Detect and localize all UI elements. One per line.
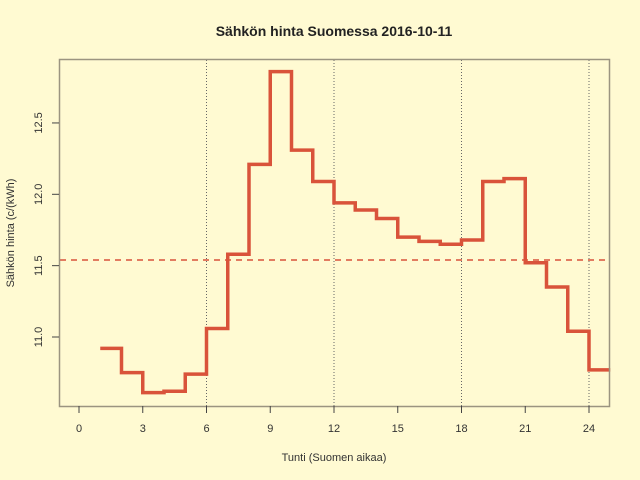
y-tick-label: 11.5 <box>33 255 45 276</box>
x-tick-label: 15 <box>392 423 404 435</box>
x-tick-label: 18 <box>455 423 467 435</box>
y-axis-label: Sähkön hinta (c/(kWh) <box>5 179 17 288</box>
x-tick-label: 12 <box>328 423 340 435</box>
x-tick-label: 0 <box>76 423 82 435</box>
price-path <box>100 69 611 395</box>
y-axis: 11.0 11.5 12.0 12.5 <box>33 112 59 347</box>
x-tick-label: 24 <box>583 423 595 435</box>
chart-title: Sähkön hinta Suomessa 2016-10-11 <box>216 23 453 39</box>
x-tick-label: 6 <box>203 423 209 435</box>
price-step-line <box>100 69 611 395</box>
y-tick-label: 12.0 <box>33 184 45 205</box>
x-tick-label: 9 <box>267 423 273 435</box>
y-tick-label: 12.5 <box>33 112 45 133</box>
y-tick-label: 11.0 <box>33 327 45 348</box>
x-axis-label: Tunti (Suomen aikaa) <box>282 452 387 464</box>
x-tick-label: 21 <box>519 423 531 435</box>
x-axis: 0 3 6 9 12 15 18 21 24 <box>76 406 595 435</box>
x-tick-label: 3 <box>140 423 146 435</box>
